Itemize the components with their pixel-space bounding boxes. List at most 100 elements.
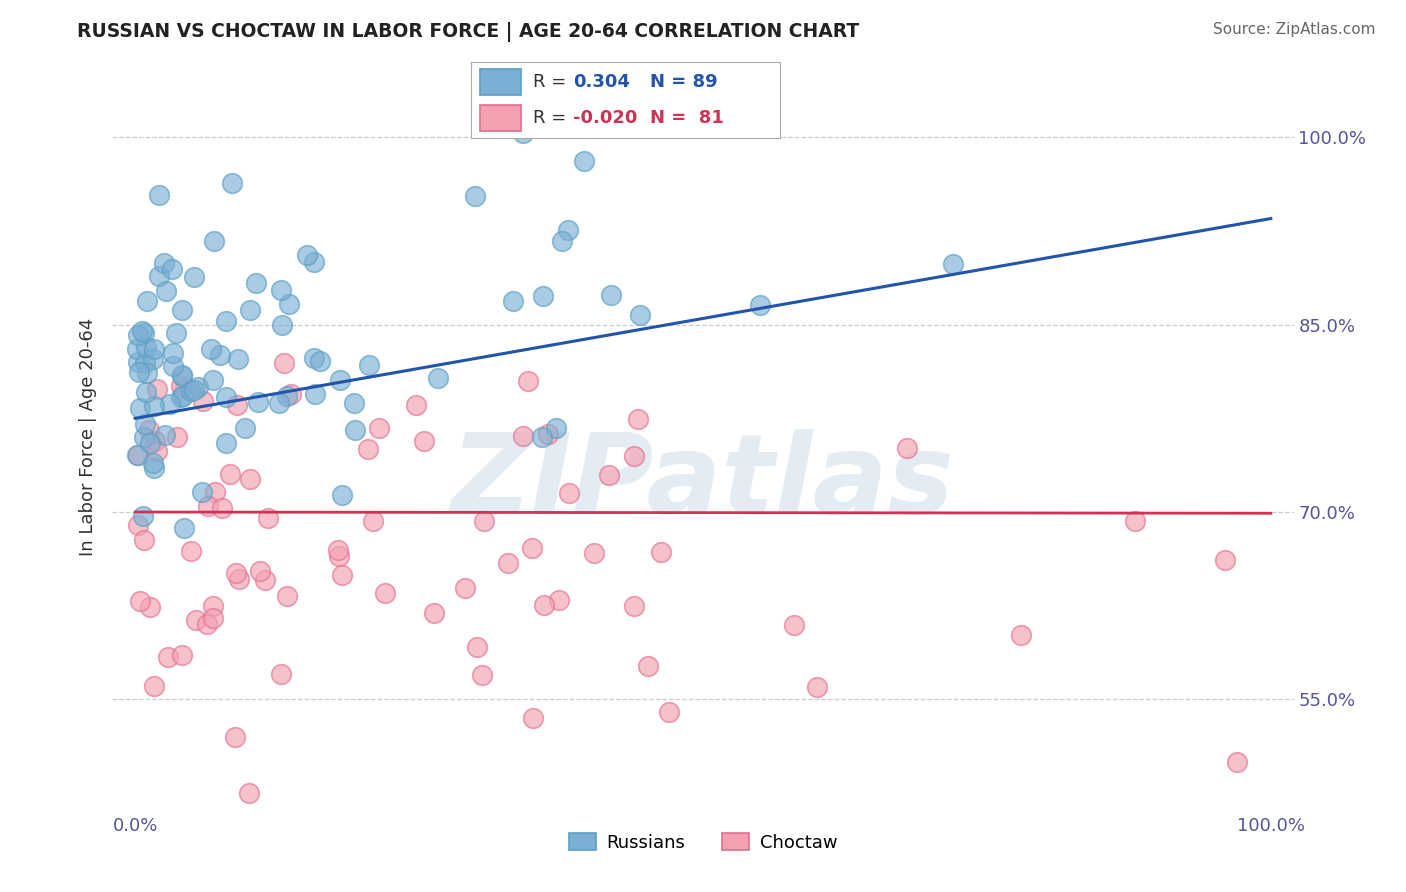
Point [129, 594, 152, 608]
Point [215, 390, 238, 404]
Point [139, 435, 162, 450]
Point [201, 599, 224, 614]
Point [143, 434, 166, 448]
Point [374, 586, 396, 600]
Legend: Russians, Choctaw: Russians, Choctaw [561, 826, 845, 859]
Point [427, 370, 450, 384]
Point [180, 544, 202, 558]
Point [748, 298, 770, 312]
Point [172, 389, 194, 403]
Point [139, 599, 162, 614]
Point [273, 356, 295, 370]
Point [219, 467, 242, 481]
Point [551, 235, 574, 249]
Point [278, 297, 301, 311]
Point [517, 374, 540, 388]
Point [142, 342, 165, 356]
Point [159, 397, 181, 411]
Point [202, 235, 225, 249]
Point [145, 444, 167, 458]
Text: R =: R = [533, 73, 572, 91]
Point [1010, 628, 1032, 642]
Point [627, 412, 650, 426]
Point [162, 346, 184, 360]
Point [170, 303, 193, 318]
Point [308, 354, 330, 368]
Point [191, 485, 214, 500]
Point [155, 284, 177, 298]
Point [1215, 553, 1237, 567]
Point [200, 342, 222, 356]
Point [343, 423, 366, 437]
Point [127, 327, 149, 342]
Point [127, 448, 149, 462]
Point [245, 277, 267, 291]
Point [253, 574, 276, 588]
Point [211, 501, 233, 516]
Point [302, 255, 325, 269]
Point [280, 386, 302, 401]
Point [546, 421, 568, 435]
Point [531, 289, 554, 303]
Point [132, 430, 155, 444]
Point [472, 514, 495, 528]
Point [215, 436, 238, 450]
Point [127, 448, 149, 462]
Point [628, 309, 651, 323]
Point [522, 711, 544, 725]
Point [132, 533, 155, 547]
Point [170, 369, 193, 384]
Point [146, 382, 169, 396]
Point [257, 511, 280, 525]
Bar [481, 105, 520, 130]
Point [537, 427, 560, 442]
Point [297, 248, 319, 262]
Point [658, 705, 681, 719]
Point [131, 324, 153, 338]
Text: 0.304: 0.304 [574, 73, 630, 91]
Y-axis label: In Labor Force | Age 20-64: In Labor Force | Age 20-64 [79, 318, 97, 557]
Point [413, 434, 436, 448]
Text: RUSSIAN VS CHOCTAW IN LABOR FORCE | AGE 20-64 CORRELATION CHART: RUSSIAN VS CHOCTAW IN LABOR FORCE | AGE … [77, 22, 859, 42]
Point [330, 568, 353, 582]
Point [533, 598, 555, 612]
Point [1123, 514, 1146, 528]
Point [127, 342, 149, 356]
Point [367, 421, 389, 435]
Point [249, 565, 271, 579]
Point [239, 303, 262, 318]
Point [127, 354, 149, 368]
Point [166, 430, 188, 444]
Point [135, 340, 157, 354]
Point [357, 442, 380, 457]
Point [128, 365, 150, 379]
Point [135, 366, 157, 380]
Bar [481, 70, 520, 95]
Point [942, 257, 965, 271]
Point [357, 358, 380, 372]
Point [276, 590, 298, 604]
Point [214, 314, 236, 328]
Point [148, 187, 170, 202]
Point [302, 351, 325, 365]
Point [361, 514, 384, 528]
Point [454, 581, 477, 595]
Point [187, 379, 209, 393]
Point [572, 154, 595, 169]
Point [267, 395, 290, 409]
Point [783, 618, 806, 632]
Point [233, 421, 256, 435]
Point [142, 460, 165, 475]
Text: R =: R = [533, 109, 572, 127]
Point [270, 667, 292, 681]
Point [193, 394, 215, 409]
Point [172, 648, 194, 662]
Point [180, 384, 202, 398]
Text: ZIPatlas: ZIPatlas [451, 428, 955, 535]
Point [271, 318, 294, 332]
Point [330, 488, 353, 502]
Point [246, 395, 269, 409]
Point [208, 348, 231, 362]
Point [162, 359, 184, 374]
Point [558, 486, 581, 500]
